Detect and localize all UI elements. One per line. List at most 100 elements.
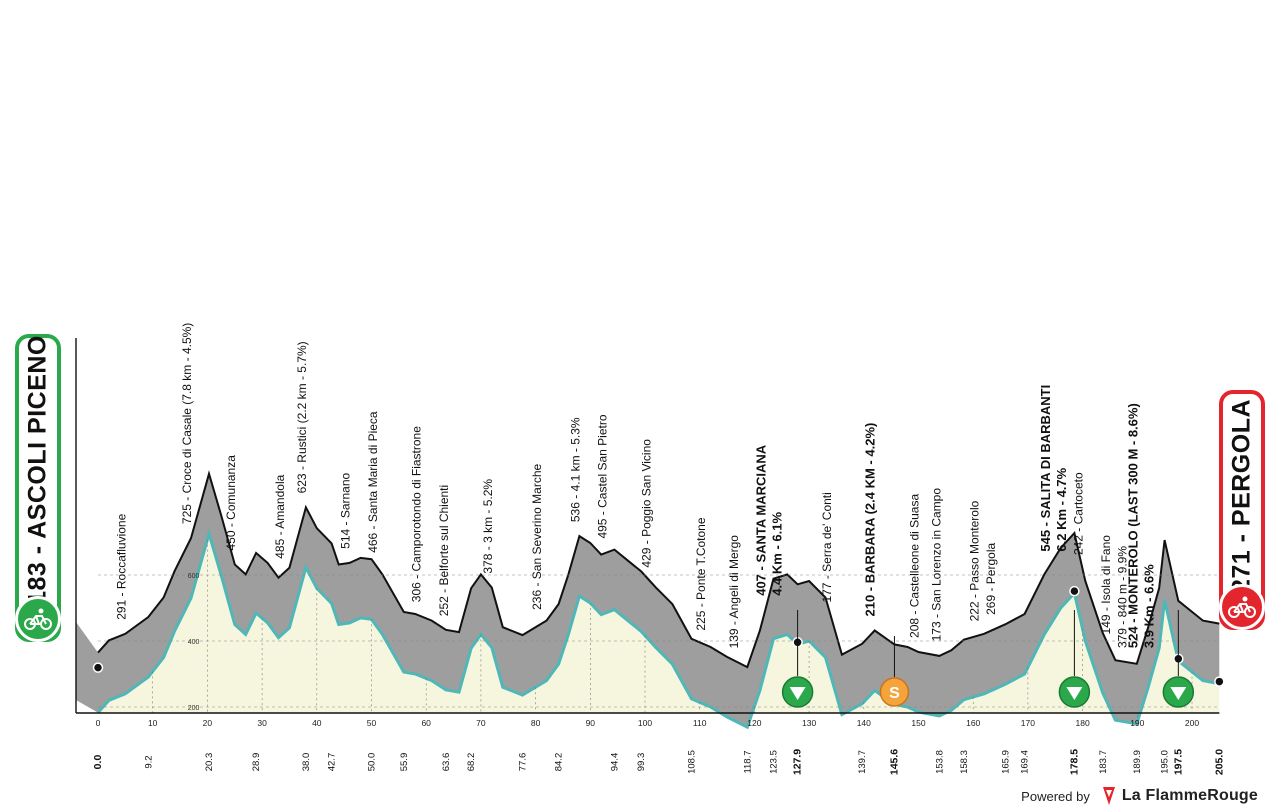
x-tick-label: 10 [148,718,158,728]
waypoint-sub-label: 4.4 Km - 6.1% [769,512,784,596]
distance-label: 9.2 [143,755,154,768]
waypoint-sub-label: 3.9 Km - 6.6% [1141,564,1156,648]
kom-marker-icon [1162,676,1195,708]
waypoint-label: 242 - Cartoceto [1072,472,1086,555]
waypoint-label: 466 - Santa Maria di Pieca [366,411,380,553]
distance-label: 42.7 [327,753,338,772]
distance-label: 84.2 [554,753,565,772]
x-tick-label: 80 [531,718,541,728]
waypoint-label: 725 - Croce di Casale (7.8 km - 4.5%) [180,323,194,524]
kom-triangle [1066,687,1083,700]
distance-label: 205.0 [1213,749,1225,775]
axis-layer: 0 10 20 30 40 50 60 70 80 90 100 110 120 130 140 150 160… [75,338,1225,775]
x-tick-label: 170 [1021,718,1035,728]
waypoint-label: 450 - Comunanza [224,455,238,551]
waypoint-label: 495 - Castel San Pietro [596,414,610,538]
waypoint-label: 291 - Roccafluvione [114,513,128,619]
waypoint-label: 222 - Passo Monterolo [968,500,982,621]
distance-label: 94.4 [609,753,620,772]
x-tick-label: 180 [1076,718,1090,728]
waypoint-label: 536 - 4.1 km - 5.3% [568,417,582,522]
profile-line [97,470,1220,669]
waypoint-label: 623 - Rustici (2.2 km - 5.7%) [295,341,309,493]
waypoint-label: 306 - Camporotondo di Fiastrone [410,426,424,602]
y-tick-label: 400 [188,639,200,646]
x-tick-label: 140 [857,718,871,728]
kom-triangle [789,687,806,700]
profile-dot [92,662,104,673]
distance-label: 165.9 [1000,750,1011,774]
profile-dot [1214,676,1225,687]
waypoint-label: 485 - Amandola [273,474,287,558]
x-tick-label: 60 [421,718,431,728]
distance-label: 28.9 [251,753,262,772]
distance-label: 20.3 [204,753,215,772]
distance-label: 178.5 [1068,749,1080,775]
distance-label: 169.4 [1020,750,1031,774]
markers-layer: S [92,585,1225,708]
x-tick-label: 190 [1130,718,1144,728]
waypoint-label: 545 - SALITA DI BARBANTI [1038,385,1053,552]
distance-label: 108.5 [686,750,697,774]
x-tick-label: 160 [966,718,980,728]
footer: Powered by La FlammeRouge [1021,786,1258,806]
profile-dot [1069,585,1080,597]
waypoint-label: 139 - Angeli di Mergo [727,535,741,649]
waypoint-sub-label: 6.2 Km - 4.7% [1054,467,1069,551]
brand-name: La FlammeRouge [1121,787,1258,804]
profile-start-wall [76,622,98,713]
distance-label: 145.6 [888,749,900,775]
distance-label: 50.0 [367,753,378,772]
x-tick-label: 150 [911,718,925,728]
finish-label: 271 - PERGOLA [1227,399,1256,594]
cyclist-icon [1219,584,1265,630]
waypoint-label: 378 - 3 km - 5.2% [481,479,495,574]
x-tick-label: 100 [638,718,652,728]
x-tick-label: 40 [312,718,322,728]
sprint-symbol: S [889,685,900,702]
x-tick-label: 0 [96,718,101,728]
waypoint-label: 177 - Serra de' Conti [820,492,834,602]
sprint-marker-icon: S [879,677,910,707]
distance-label: 77.6 [517,753,528,772]
cyclist-icon [15,596,61,642]
distance-label: 123.5 [769,750,780,774]
start-badge: 183 - ASCOLI PICENO [15,334,61,642]
x-tick-label: 130 [802,718,816,728]
flame-icon [1102,787,1115,805]
waypoint-label: 173 - San Lorenzo in Campo [929,488,943,642]
grid-layer: 200 400 600 [97,539,1220,723]
waypoint-label: 210 - BARBARA (2.4 KM - 4.2%) [863,423,878,617]
waypoint-label: 269 - Pergola [984,543,998,615]
distance-label: 99.3 [636,753,647,772]
waypoint-label: 225 - Ponte T.Cotone [694,517,708,631]
distance-label: 195.0 [1160,750,1171,774]
waypoint-labels-layer: 291 - Roccafluvione 725 - Croce di Casale… [114,323,1156,649]
powered-by-text: Powered by [1021,788,1090,804]
waypoint-label: 514 - Sarnano [339,472,353,548]
distance-label: 68.2 [466,753,477,772]
waypoint-label: 524 - MONTEROLO (LAST 300 M - 8.6%) [1125,403,1140,648]
waypoint-label: 252 - Belforte sul Chienti [437,485,451,616]
profile-area-layer [76,470,1220,730]
kom-marker-icon [781,676,814,708]
distance-label: 55.9 [399,753,410,772]
profile-relief [98,473,1220,728]
waypoint-label: 379 - 840 m - 9.9% [1115,546,1129,648]
waypoint-label: 208 - Castelleone di Suasa [908,494,922,638]
waypoint-label: 149 - Isola di Fano [1099,535,1113,635]
distance-label: 118.7 [742,750,753,773]
accent-line [96,528,1220,730]
distance-label: 197.5 [1172,749,1184,775]
x-tick-label: 50 [367,718,377,728]
waypoint-label: 236 - San Severino Marche [530,463,544,609]
distance-label: 189.9 [1132,750,1143,774]
x-tick-label: 110 [693,718,707,728]
distance-label: 63.6 [441,753,452,772]
distance-label: 158.3 [959,750,970,774]
distance-label: 139.7 [857,750,868,774]
x-tick-label: 70 [476,718,486,728]
distance-label: 38.0 [301,753,312,772]
sprint-circle [879,677,910,707]
